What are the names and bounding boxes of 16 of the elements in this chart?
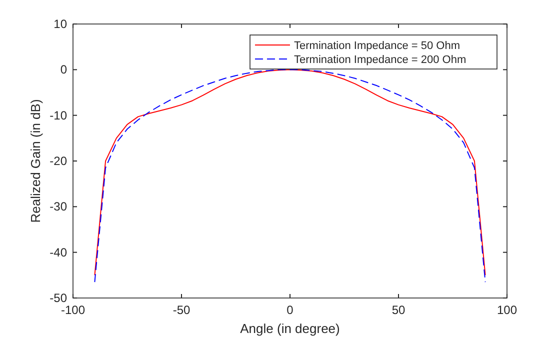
y-tick-label: -40: [50, 245, 68, 260]
y-axis-title: Realized Gain (in dB): [28, 99, 43, 223]
x-tick-label: 0: [286, 303, 294, 317]
y-tick-label: -20: [50, 154, 68, 168]
x-tick-label: -50: [172, 303, 190, 317]
legend-label: Termination Impedance = 50 Ohm: [294, 40, 460, 52]
legend-label: Termination Impedance = 200 Ohm: [294, 54, 466, 66]
y-tick-label: -10: [50, 108, 68, 122]
x-tick-label: 50: [392, 303, 406, 317]
y-tick-label: -30: [50, 200, 68, 214]
y-tick-label: 10: [54, 17, 68, 31]
y-tick-label: -50: [50, 291, 68, 305]
x-tick-label: 100: [496, 303, 518, 317]
x-tick-label: -100: [60, 303, 86, 317]
y-tick-label: 0: [60, 62, 68, 77]
x-axis-title: Angle (in degree): [240, 321, 340, 336]
